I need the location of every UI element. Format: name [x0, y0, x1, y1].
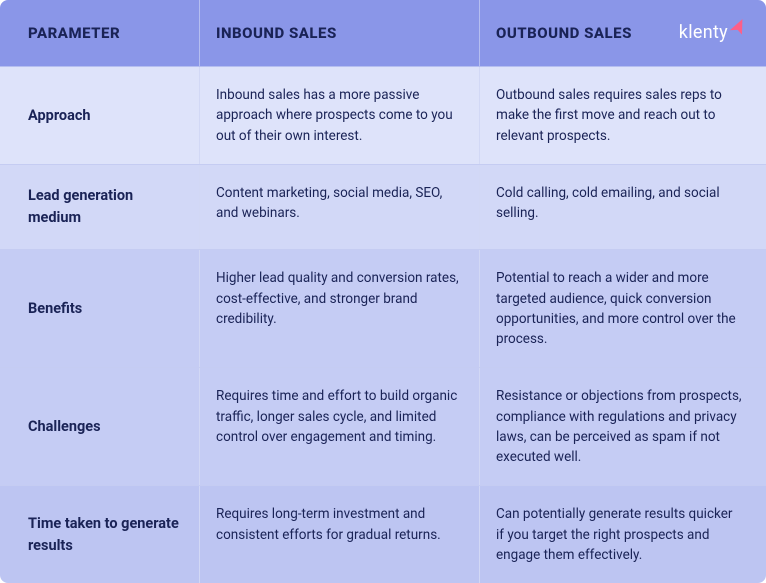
table-row: Lead generation medium Content marketing… — [0, 165, 766, 251]
table-row: Benefits Higher lead quality and convers… — [0, 250, 766, 368]
row-param: Time taken to generate results — [0, 486, 200, 583]
row-outbound: Potential to reach a wider and more targ… — [480, 250, 766, 367]
row-param: Challenges — [0, 368, 200, 485]
paper-plane-icon — [728, 18, 749, 42]
row-inbound: Requires time and effort to build organi… — [200, 368, 480, 485]
logo-text: klenty — [679, 22, 728, 43]
row-outbound: Outbound sales requires sales reps to ma… — [480, 67, 766, 164]
row-inbound: Content marketing, social media, SEO, an… — [200, 165, 480, 250]
table-header-row: PARAMETER INBOUND SALES OUTBOUND SALES k… — [0, 0, 766, 67]
header-inbound: INBOUND SALES — [200, 0, 480, 66]
row-param: Approach — [0, 67, 200, 164]
table-row: Challenges Requires time and effort to b… — [0, 368, 766, 486]
row-outbound: Cold calling, cold emailing, and social … — [480, 165, 766, 250]
row-param: Benefits — [0, 250, 200, 367]
row-inbound: Requires long-term investment and consis… — [200, 486, 480, 583]
row-outbound: Resistance or objections from prospects,… — [480, 368, 766, 485]
header-parameter: PARAMETER — [0, 0, 200, 66]
row-inbound: Inbound sales has a more passive approac… — [200, 67, 480, 164]
row-outbound: Can potentially generate results quicker… — [480, 486, 766, 583]
row-param: Lead generation medium — [0, 165, 200, 250]
row-inbound: Higher lead quality and conversion rates… — [200, 250, 480, 367]
table-row: Time taken to generate results Requires … — [0, 486, 766, 583]
table-row: Approach Inbound sales has a more passiv… — [0, 67, 766, 165]
comparison-table: PARAMETER INBOUND SALES OUTBOUND SALES k… — [0, 0, 766, 583]
brand-logo: klenty — [679, 22, 746, 43]
